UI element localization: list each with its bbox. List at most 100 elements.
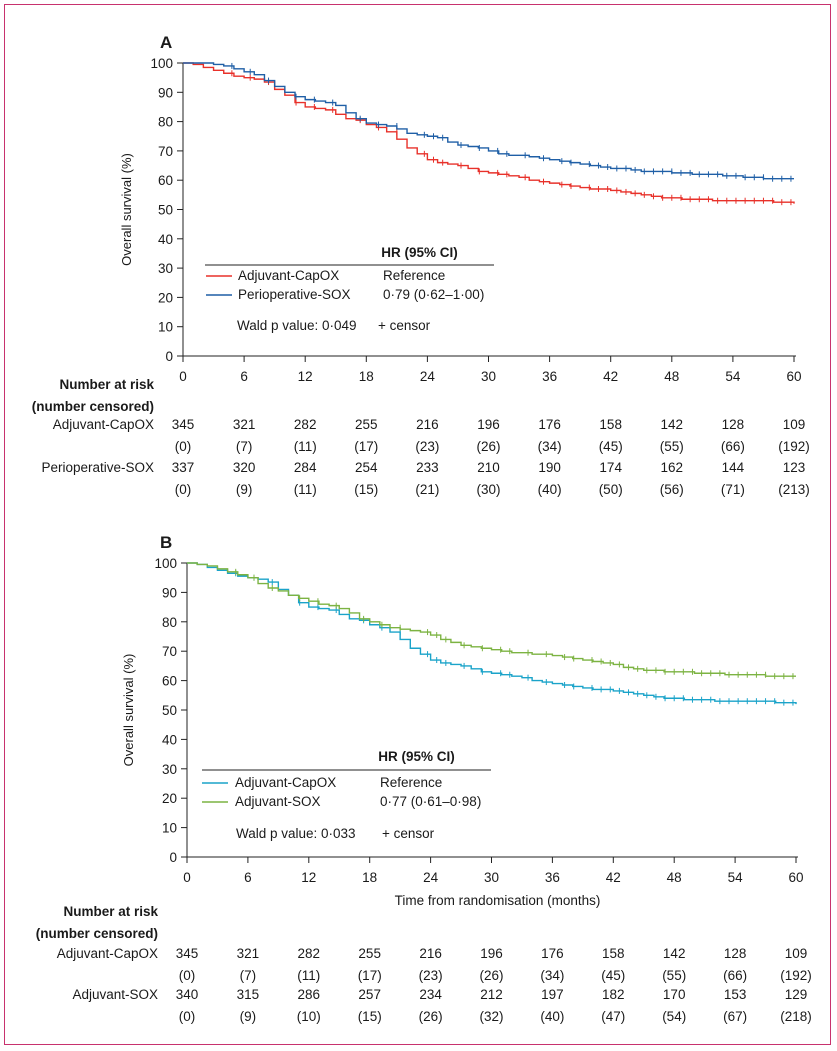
risk-censored-value: (7) xyxy=(236,439,253,454)
risk-censored-value: (30) xyxy=(476,482,500,497)
risk-censored-value: (55) xyxy=(660,439,684,454)
risk-at-risk-value: 286 xyxy=(298,987,321,1002)
risk-censored-value: (0) xyxy=(179,1009,196,1024)
x-tick-label: 6 xyxy=(244,870,252,885)
y-tick-label: 20 xyxy=(158,290,173,305)
y-tick-label: 20 xyxy=(162,791,177,806)
y-axis-title: Overall survival (%) xyxy=(121,654,136,767)
risk-at-risk-value: 315 xyxy=(237,987,260,1002)
panel-b: B 0 10 20 30 40 50 60 70 80 90 100 0 6 12 18 24 30 36 42 48 5… xyxy=(36,533,812,1024)
risk-censored-value: (21) xyxy=(415,482,439,497)
legend-hr-value: Reference xyxy=(383,268,445,283)
risk-at-risk-value: 109 xyxy=(783,417,806,432)
risk-censored-value: (17) xyxy=(354,439,378,454)
risk-censored-value: (9) xyxy=(236,482,253,497)
y-tick-label: 80 xyxy=(158,115,173,130)
risk-censored-value: (213) xyxy=(778,482,810,497)
risk-at-risk-value: 128 xyxy=(722,417,745,432)
x-tick-label: 0 xyxy=(179,369,187,384)
risk-censored-value: (11) xyxy=(297,968,320,983)
panel-a: A 0 10 20 30 40 50 60 70 80 90 100 0 6 12 18 24 30 36 42 48 5… xyxy=(32,33,810,497)
risk-censored-value: (11) xyxy=(294,439,317,454)
risk-at-risk-value: 196 xyxy=(480,946,503,961)
x-tick-label: 54 xyxy=(728,870,744,885)
risk-censored-value: (32) xyxy=(479,1009,503,1024)
y-tick-label: 30 xyxy=(158,261,173,276)
y-tick-label: 100 xyxy=(154,556,177,571)
x-tick-label: 60 xyxy=(788,870,803,885)
panel-letter: B xyxy=(160,533,172,552)
x-tick-label: 42 xyxy=(606,870,621,885)
risk-censored-value: (11) xyxy=(294,482,317,497)
risk-at-risk-value: 123 xyxy=(783,460,806,475)
wald-p-value: Wald p value: 0·033 xyxy=(236,826,356,841)
y-tick-label: 100 xyxy=(150,56,173,71)
risk-row-label: Adjuvant-CapOX xyxy=(57,946,158,961)
risk-at-risk-value: 233 xyxy=(416,460,439,475)
risk-censored-value: (17) xyxy=(358,968,382,983)
x-tick-label: 12 xyxy=(301,870,316,885)
y-tick-label: 0 xyxy=(165,349,173,364)
risk-at-risk-value: 182 xyxy=(602,987,625,1002)
y-tick-label: 0 xyxy=(169,850,177,865)
x-tick-label: 48 xyxy=(664,369,679,384)
risk-at-risk-value: 257 xyxy=(358,987,381,1002)
risk-at-risk-value: 216 xyxy=(416,417,439,432)
y-tick-label: 70 xyxy=(162,644,177,659)
legend-hr-value: Reference xyxy=(380,775,442,790)
risk-censored-value: (45) xyxy=(601,968,625,983)
risk-censored-value: (26) xyxy=(479,968,503,983)
risk-censored-value: (67) xyxy=(723,1009,747,1024)
risk-row-label: Adjuvant-SOX xyxy=(72,987,158,1002)
x-tick-label: 24 xyxy=(420,369,436,384)
risk-at-risk-value: 153 xyxy=(724,987,747,1002)
x-tick-label: 60 xyxy=(786,369,801,384)
risk-at-risk-value: 176 xyxy=(541,946,564,961)
risk-censored-value: (50) xyxy=(599,482,623,497)
series-line-1 xyxy=(183,62,794,180)
legend-series-label: Perioperative-SOX xyxy=(238,287,351,302)
risk-header-sub: (number censored) xyxy=(32,399,154,414)
risk-at-risk-value: 158 xyxy=(602,946,625,961)
y-tick-label: 60 xyxy=(158,173,173,188)
risk-at-risk-value: 282 xyxy=(298,946,321,961)
risk-at-risk-value: 109 xyxy=(785,946,808,961)
risk-at-risk-value: 196 xyxy=(477,417,500,432)
y-axis-title: Overall survival (%) xyxy=(119,153,134,266)
risk-at-risk-value: 216 xyxy=(419,946,442,961)
risk-at-risk-value: 345 xyxy=(176,946,199,961)
risk-censored-value: (40) xyxy=(540,1009,564,1024)
legend-series-label: Adjuvant-CapOX xyxy=(238,268,339,283)
risk-at-risk-value: 255 xyxy=(355,417,378,432)
risk-at-risk-value: 162 xyxy=(661,460,684,475)
y-tick-label: 40 xyxy=(158,232,173,247)
risk-at-risk-value: 321 xyxy=(237,946,260,961)
risk-at-risk-value: 320 xyxy=(233,460,256,475)
risk-censored-value: (71) xyxy=(721,482,745,497)
x-tick-label: 24 xyxy=(423,870,439,885)
series-line-0 xyxy=(183,62,795,204)
risk-censored-value: (34) xyxy=(540,968,564,983)
risk-at-risk-value: 129 xyxy=(785,987,808,1002)
x-tick-label: 0 xyxy=(183,870,191,885)
risk-header: Number at risk xyxy=(59,377,154,392)
y-tick-label: 60 xyxy=(162,674,177,689)
x-tick-label: 48 xyxy=(667,870,682,885)
y-tick-label: 30 xyxy=(162,762,177,777)
risk-censored-value: (192) xyxy=(780,968,812,983)
x-tick-label: 18 xyxy=(362,870,377,885)
risk-censored-value: (7) xyxy=(240,968,257,983)
x-tick-label: 6 xyxy=(240,369,248,384)
risk-censored-value: (55) xyxy=(662,968,686,983)
risk-at-risk-value: 190 xyxy=(538,460,561,475)
x-tick-label: 54 xyxy=(725,369,741,384)
risk-at-risk-value: 158 xyxy=(599,417,622,432)
risk-censored-value: (66) xyxy=(723,968,747,983)
risk-at-risk-value: 321 xyxy=(233,417,256,432)
x-tick-label: 30 xyxy=(484,870,499,885)
x-tick-label: 12 xyxy=(298,369,313,384)
y-tick-label: 70 xyxy=(158,144,173,159)
risk-censored-value: (218) xyxy=(780,1009,812,1024)
legend-hr-value: 0·79 (0·62–1·00) xyxy=(383,287,484,302)
